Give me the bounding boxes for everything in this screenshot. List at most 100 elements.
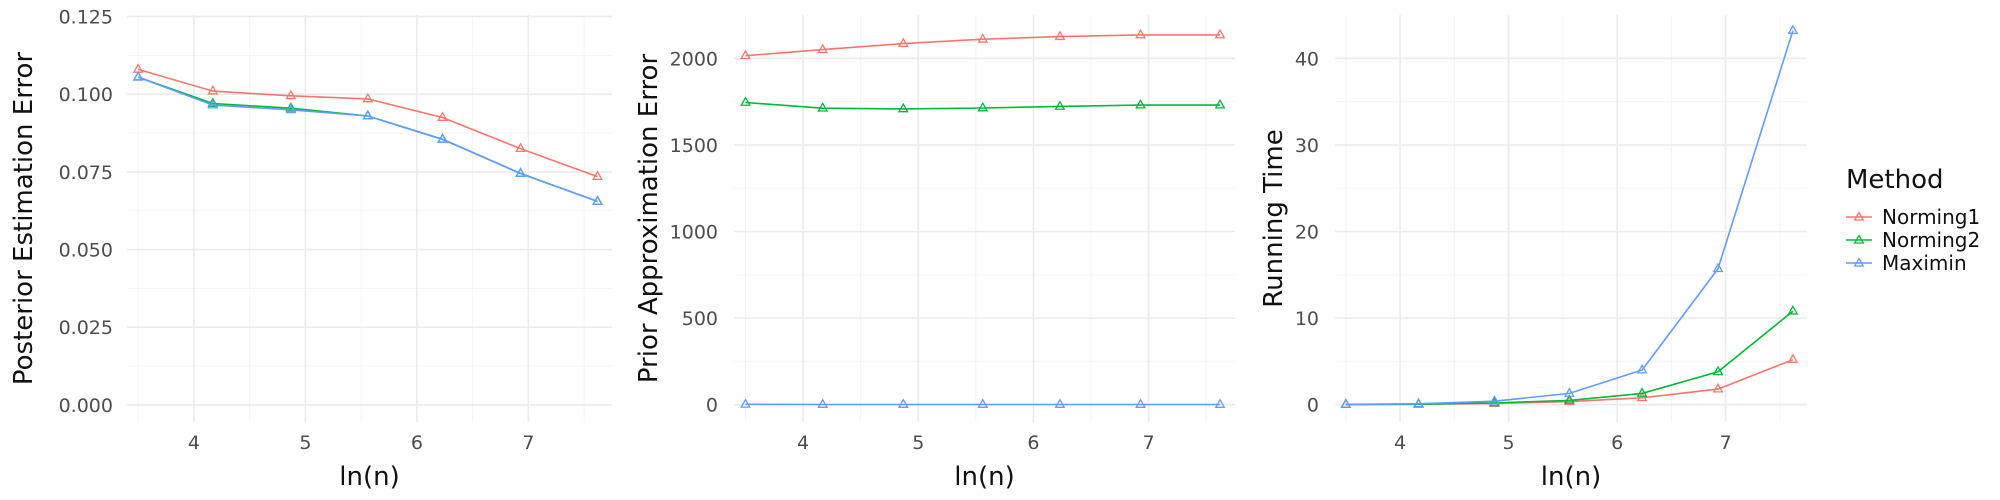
x-axis-title: ln(n) [339, 462, 399, 492]
data-point-maximin [897, 398, 909, 408]
x-tick-label: 7 [522, 432, 534, 454]
data-point-norming2 [817, 102, 829, 112]
series-norming2 [1340, 305, 1799, 408]
series-maximin [740, 398, 1226, 408]
y-tick-label: 0.100 [59, 84, 113, 106]
data-point-maximin [515, 167, 526, 177]
data-point-maximin [1489, 395, 1500, 405]
y-tick-label: 0.000 [59, 395, 113, 417]
data-point-norming2 [897, 102, 909, 113]
series-norming1 [740, 28, 1226, 60]
y-tick-label: 20 [1295, 221, 1319, 243]
legend-item-norming2: Norming2 [1846, 228, 1980, 252]
x-tick-label: 7 [1143, 432, 1155, 454]
y-tick-label: 1000 [670, 221, 718, 243]
data-point-norming2 [1214, 98, 1226, 109]
legend-key-marker-maximin [1853, 257, 1865, 267]
panel-posterior-estimation-error: 4 5 6 7 0.000 0.025 0.050 0.075 0.100 0.125 ln(n) P… [9, 7, 612, 492]
data-point-norming1 [285, 89, 297, 100]
data-point-norming1 [740, 49, 751, 60]
legend: Method Norming1 Norming2 Maximin [1846, 165, 1980, 275]
data-point-norming1 [362, 92, 374, 103]
data-point-maximin [817, 398, 829, 408]
legend-item-norming1: Norming1 [1846, 205, 1980, 229]
x-tick-label: 4 [797, 432, 809, 454]
legend-title: Method [1846, 165, 1944, 195]
data-point-norming2 [1135, 98, 1146, 109]
y-tick-label: 500 [682, 308, 718, 330]
y-tick-label: 0 [706, 395, 718, 417]
x-tick-label: 6 [1611, 432, 1623, 454]
data-point-norming2 [1636, 387, 1648, 397]
data-point-norming1 [1787, 353, 1799, 364]
x-axis-title: ln(n) [954, 462, 1014, 492]
series-maximin [132, 71, 603, 205]
data-point-norming1 [977, 33, 989, 43]
data-point-maximin [1787, 24, 1799, 35]
legend-key-marker-norming2 [1853, 234, 1865, 244]
y-tick-label: 0.025 [59, 317, 113, 339]
x-tick-label: 5 [912, 432, 924, 454]
y-tick-label: 2000 [670, 48, 718, 70]
data-point-norming1 [1214, 28, 1226, 39]
data-point-norming1 [1135, 28, 1146, 39]
x-tick-label: 6 [411, 432, 423, 454]
data-point-maximin [207, 98, 219, 109]
data-point-norming2 [740, 96, 751, 106]
legend-label-norming2: Norming2 [1882, 228, 1980, 252]
legend-key-marker-norming1 [1853, 211, 1865, 221]
y-tick-label: 1500 [670, 135, 718, 157]
data-point-maximin [1712, 262, 1724, 273]
data-point-maximin [1214, 398, 1226, 408]
y-axis-title: Posterior Estimation Error [9, 52, 39, 386]
data-point-maximin [977, 398, 989, 408]
x-tick-label: 5 [1503, 432, 1515, 454]
data-point-norming1 [897, 37, 909, 48]
data-point-norming1 [207, 84, 219, 95]
data-point-maximin [1054, 398, 1066, 408]
y-axis-title: Prior Approximation Error [634, 54, 664, 384]
x-tick-label: 6 [1027, 432, 1039, 454]
y-tick-label: 10 [1295, 308, 1319, 330]
data-point-norming2 [1054, 100, 1066, 110]
series-line-maximin [1345, 30, 1794, 406]
y-tick-label: 30 [1295, 135, 1319, 157]
data-point-maximin [285, 103, 297, 114]
legend-item-maximin: Maximin [1846, 251, 1967, 275]
data-point-maximin [362, 109, 374, 120]
series-line-norming1 [745, 34, 1220, 57]
data-point-norming2 [1787, 305, 1799, 315]
data-point-norming1 [437, 111, 448, 121]
x-tick-label: 4 [1394, 432, 1406, 454]
y-tick-label: 0 [1307, 395, 1319, 417]
data-point-maximin [740, 398, 751, 408]
data-point-norming1 [1054, 30, 1066, 41]
data-point-maximin [1135, 398, 1146, 408]
data-point-norming2 [977, 101, 989, 112]
y-tick-label: 0.075 [59, 162, 113, 184]
series-norming1 [132, 63, 603, 181]
data-point-norming2 [1712, 365, 1724, 376]
x-tick-label: 4 [188, 432, 200, 454]
data-point-maximin [1563, 387, 1575, 397]
series-norming2 [132, 71, 603, 205]
series-maximin [1340, 24, 1799, 408]
data-point-norming1 [1712, 382, 1724, 393]
y-tick-label: 0.050 [59, 240, 113, 262]
data-point-maximin [437, 133, 448, 143]
data-point-norming1 [817, 43, 829, 54]
data-point-norming1 [592, 170, 603, 181]
legend-label-maximin: Maximin [1882, 251, 1967, 275]
x-tick-label: 5 [299, 432, 311, 454]
data-point-maximin [1340, 398, 1352, 408]
panel-prior-approximation-error: 4 5 6 7 0 500 1000 1500 2000 ln(n) Prior Approxima… [634, 15, 1235, 492]
data-point-norming1 [515, 142, 526, 153]
y-axis-title: Running Time [1259, 129, 1289, 307]
x-axis-title: ln(n) [1541, 462, 1601, 492]
y-tick-label: 40 [1295, 48, 1319, 70]
data-point-norming2 [285, 102, 297, 112]
data-point-maximin [1636, 363, 1648, 374]
y-tick-label: 0.125 [59, 7, 113, 29]
data-point-maximin [132, 71, 144, 81]
